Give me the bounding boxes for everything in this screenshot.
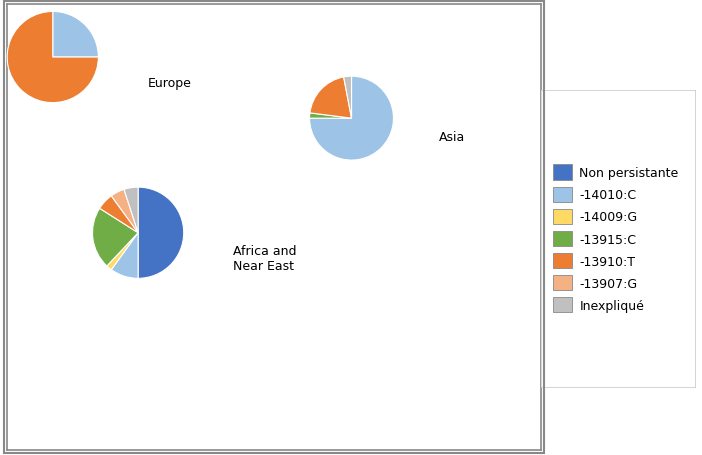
Wedge shape xyxy=(112,233,138,279)
Wedge shape xyxy=(53,12,98,58)
Wedge shape xyxy=(100,197,138,233)
Wedge shape xyxy=(7,12,98,103)
Wedge shape xyxy=(112,190,138,233)
Text: Europe: Europe xyxy=(147,76,192,90)
Wedge shape xyxy=(138,188,184,279)
Wedge shape xyxy=(310,77,394,161)
Wedge shape xyxy=(344,77,352,119)
Wedge shape xyxy=(107,233,138,270)
Wedge shape xyxy=(310,114,352,119)
Wedge shape xyxy=(93,209,138,266)
Wedge shape xyxy=(124,188,138,233)
Text: Asia: Asia xyxy=(439,131,465,144)
Text: Africa and
Near East: Africa and Near East xyxy=(233,244,296,272)
Legend: Non persistante, -14010:C, -14009:G, -13915:C, -13910:T, -13907:G, Inexpliqué: Non persistante, -14010:C, -14009:G, -13… xyxy=(547,159,684,319)
Wedge shape xyxy=(310,78,352,119)
